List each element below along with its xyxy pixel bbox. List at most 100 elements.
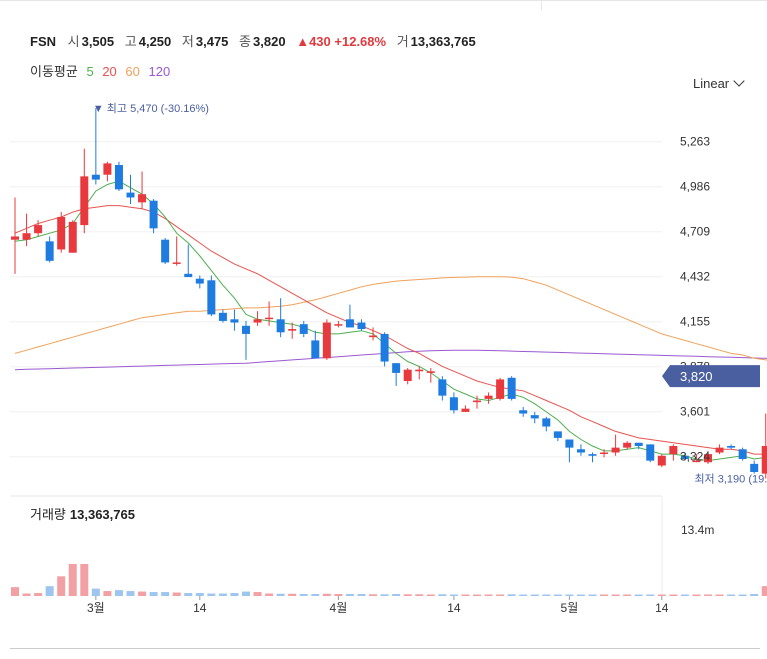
change-amount: 430 (309, 34, 331, 49)
candle-body (45, 241, 54, 261)
volume-bar (161, 592, 170, 596)
candle-body (519, 410, 528, 414)
volume-bar (322, 593, 331, 596)
candles (11, 108, 767, 479)
price-annotations: 3,820 ▼ 최고 5,470 (-30.16%) 최저 3,190 (19.75… (93, 102, 767, 485)
scale-selector[interactable]: Linear (693, 75, 745, 91)
top-divider (541, 0, 542, 10)
volume-bar (265, 593, 274, 596)
volume-bar (565, 594, 574, 596)
volume-label: 거래량 13,363,765 (30, 504, 135, 523)
stock-symbol: FSN (30, 34, 56, 49)
last-price-label: 3,820 (680, 369, 713, 384)
date-tick-label: 14 (447, 601, 461, 615)
change-percent: +12.68% (334, 34, 387, 49)
candle-body (207, 280, 216, 315)
candle-body (473, 400, 481, 403)
candle-body (230, 319, 239, 323)
candle-body (380, 333, 389, 362)
candle-body (265, 317, 274, 320)
candle-body (438, 379, 447, 396)
volume-short-value: 13,363,765 (410, 34, 476, 49)
volume-bar (345, 594, 354, 596)
price-tick-label: 4,709 (680, 225, 710, 239)
volume-bar (449, 594, 458, 596)
candle-body (357, 322, 366, 330)
moving-average-legend[interactable]: 이동평균 5 20 60 120 (30, 61, 175, 80)
candle-body (242, 325, 250, 334)
ma-5-label: 5 (86, 64, 94, 79)
volume-bar (149, 592, 158, 596)
volume-bar (195, 593, 204, 596)
date-axis: 3월 14 4월 14 5월 14 (87, 596, 669, 615)
volume-bar (22, 593, 31, 596)
candle-body (496, 379, 505, 399)
high-value: 4,250 (138, 34, 172, 49)
volume-bar (114, 590, 123, 596)
volume-bar (623, 594, 632, 596)
volume-bar (11, 587, 19, 596)
candle-body (415, 369, 424, 372)
volume-title: 거래량 (30, 507, 66, 522)
volume-bar (576, 594, 585, 596)
volume-bar (184, 593, 193, 596)
volume-bar (588, 594, 597, 596)
volume-bar (392, 594, 401, 596)
volume-bar (242, 591, 250, 596)
low-annotation: 최저 3,190 (19.75%) ▲ (694, 473, 767, 486)
volume-bar (207, 593, 216, 596)
ma-60-label: 60 (125, 64, 140, 79)
volume-bar (461, 594, 470, 596)
top-border (0, 0, 767, 1)
volume-bar (519, 594, 528, 596)
candle-body (299, 324, 308, 334)
moving-average-title: 이동평균 (30, 64, 78, 79)
high-label: 고 (124, 34, 137, 49)
close-label: 종 (239, 34, 252, 49)
volume-bar (704, 594, 712, 596)
volume-bar (438, 594, 447, 596)
bottom-border (10, 648, 760, 649)
volume-bar (473, 594, 481, 596)
date-tick-label: 4월 (330, 601, 348, 615)
last-price-tag (662, 365, 760, 388)
volume-bar (507, 594, 516, 596)
volume-bar (230, 593, 239, 596)
volume-bar (530, 594, 539, 596)
volume-bar (426, 594, 435, 596)
up-arrow-icon: ▲ (296, 34, 310, 49)
volume-max-label: 13.4m (681, 523, 714, 537)
ma-120-label: 120 (148, 64, 171, 79)
scale-label: Linear (693, 76, 730, 91)
price-tick-label: 4,432 (680, 270, 710, 284)
volume-bar (761, 586, 767, 596)
volume-bar (288, 593, 297, 596)
candle-body (449, 397, 458, 411)
candle-body (22, 233, 31, 240)
ma20-line (14, 205, 767, 455)
candle-body (369, 335, 378, 338)
volume-bar (669, 594, 678, 596)
volume-bar (369, 594, 378, 596)
candle-body (669, 446, 678, 455)
date-tick-label: 5월 (561, 601, 579, 615)
volume-bar (611, 594, 620, 596)
candle-body (161, 239, 170, 263)
open-value: 3,505 (81, 34, 115, 49)
candle-body (530, 415, 539, 419)
price-tick-label: 4,155 (680, 315, 710, 329)
price-tick-label: 3,324 (680, 450, 710, 464)
candle-body (149, 200, 158, 229)
candle-body (507, 377, 516, 399)
volume-bar (496, 594, 505, 596)
volume-bar (646, 594, 655, 596)
volume-bar (34, 593, 43, 596)
candle-body (576, 449, 585, 453)
candle-body (126, 192, 135, 198)
candle-body (138, 194, 147, 203)
candle-body (761, 446, 767, 474)
volume-bar (276, 593, 285, 596)
volume-bar (218, 593, 227, 596)
